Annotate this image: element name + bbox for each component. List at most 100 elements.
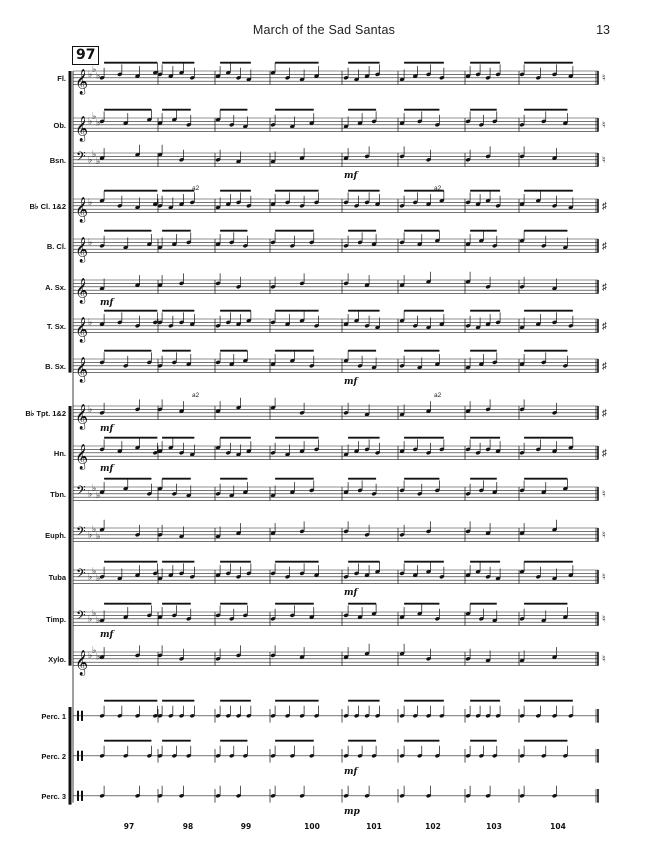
note	[314, 74, 319, 78]
page-title: March of the Sad Santas	[252, 23, 396, 37]
note	[495, 72, 501, 77]
instrument-label: Fl.	[57, 74, 66, 83]
flat-sign: ♭	[92, 483, 96, 493]
staff-9: 𝄞 ♭ ♯	[73, 397, 607, 430]
note	[299, 281, 305, 286]
note	[485, 575, 491, 579]
note	[157, 152, 163, 157]
note	[435, 617, 440, 621]
note	[426, 325, 431, 330]
flat-sign: ♭	[88, 613, 92, 623]
note	[99, 618, 105, 623]
note	[519, 714, 525, 718]
note	[552, 527, 557, 532]
note	[314, 324, 319, 328]
note	[439, 198, 444, 203]
note	[99, 286, 105, 291]
key-change-sign: ♮	[602, 614, 606, 625]
note	[270, 571, 276, 576]
flat-sign: ♭	[96, 573, 100, 583]
note	[290, 490, 295, 494]
note	[285, 200, 290, 205]
note	[465, 714, 471, 718]
note	[179, 202, 184, 206]
note	[168, 324, 173, 328]
note	[229, 754, 234, 758]
note	[364, 447, 370, 452]
note	[299, 655, 305, 659]
note	[364, 533, 370, 537]
note	[243, 244, 248, 248]
note	[552, 449, 557, 453]
note	[536, 714, 541, 718]
note	[135, 653, 140, 658]
note	[157, 486, 163, 491]
note	[485, 658, 491, 663]
treble-clef: 𝄞	[75, 69, 88, 95]
instrument-label: Hn.	[53, 449, 66, 458]
note	[357, 364, 363, 368]
note	[299, 156, 305, 160]
measure-number: 99	[240, 822, 252, 831]
staff-3: 𝄢 ♭♭♭ ♮	[73, 144, 606, 167]
note	[99, 244, 105, 248]
note	[465, 794, 471, 798]
note	[270, 70, 276, 75]
flat-sign: ♭	[96, 652, 100, 662]
note	[179, 409, 184, 413]
note	[563, 615, 568, 619]
a2-marking: a2	[434, 392, 442, 399]
note	[135, 205, 140, 210]
note	[299, 714, 305, 718]
note	[413, 714, 418, 718]
note	[541, 618, 546, 623]
note	[270, 493, 276, 498]
note	[563, 245, 568, 250]
note	[552, 794, 557, 798]
note	[226, 451, 231, 455]
flat-sign: ♭	[88, 69, 92, 79]
note	[375, 451, 380, 455]
note	[536, 447, 541, 452]
note	[229, 493, 234, 498]
note	[246, 714, 251, 718]
note	[123, 364, 128, 368]
note	[99, 447, 105, 452]
note	[492, 490, 497, 494]
key-change-sign: ♮	[602, 654, 606, 665]
key-change-sign: ♯	[602, 241, 607, 252]
note	[426, 794, 431, 798]
instrument-label: B. Cl.	[46, 242, 66, 251]
note	[417, 242, 422, 246]
flat-sign: ♭	[96, 118, 100, 128]
note	[236, 794, 241, 798]
note	[426, 72, 431, 77]
key-change-sign: ♮	[602, 155, 606, 166]
note	[568, 324, 573, 328]
bass-clef: 𝄢	[76, 483, 86, 501]
note	[168, 714, 173, 718]
note	[226, 571, 231, 576]
note	[426, 279, 431, 284]
note	[495, 320, 501, 325]
note	[172, 360, 177, 365]
note	[343, 529, 349, 534]
note	[153, 202, 158, 206]
staff-2: 𝄞 ♭♭♭ ♮	[73, 108, 606, 142]
note	[153, 714, 158, 718]
note	[475, 202, 481, 206]
note	[343, 655, 349, 659]
note	[270, 285, 276, 289]
note	[364, 200, 370, 205]
note	[519, 794, 525, 798]
note	[343, 452, 349, 457]
note	[157, 533, 163, 537]
note	[426, 529, 431, 534]
note	[99, 575, 105, 579]
key-change-sign: ♯	[602, 448, 607, 459]
note	[147, 360, 152, 365]
flat-sign: ♭	[92, 149, 96, 159]
a2-marking: a2	[192, 392, 200, 399]
note	[364, 714, 370, 718]
note	[343, 794, 349, 798]
